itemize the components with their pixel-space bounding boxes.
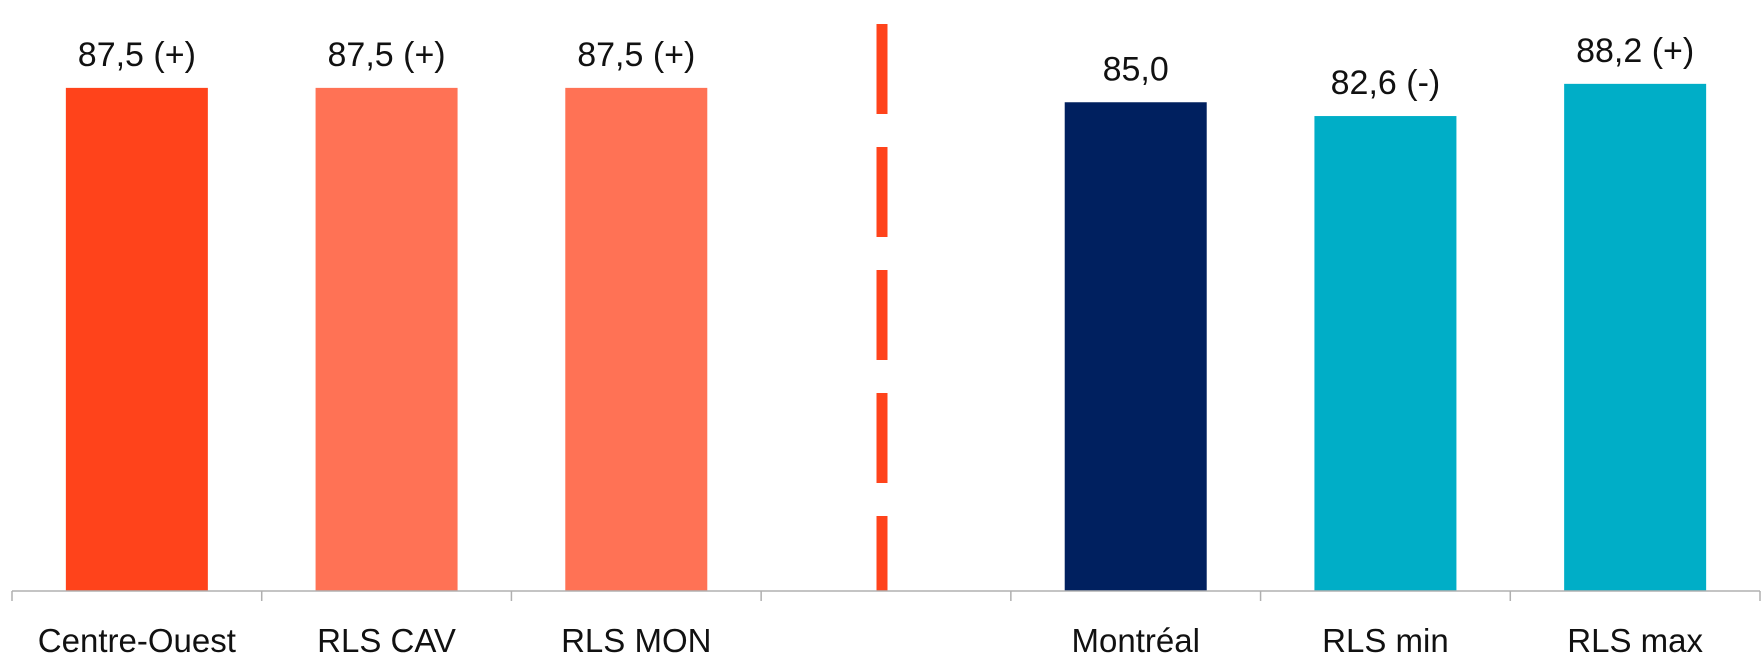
bar [1564,83,1707,591]
category-label: Montréal [1072,622,1200,655]
bars-layer [65,83,1707,592]
bar [1064,102,1207,591]
bar [65,87,208,591]
bar [565,87,708,591]
bar [315,87,458,591]
data-label: 82,6 (-) [1331,64,1441,102]
category-label: RLS max [1567,622,1703,655]
data-label: 87,5 (+) [78,36,196,74]
data-label: 85,0 [1103,50,1169,88]
category-label: Centre-Ouest [38,622,236,655]
category-label: RLS MON [561,622,711,655]
category-label: RLS min [1322,622,1449,655]
data-label: 87,5 (+) [577,36,695,74]
data-label: 87,5 (+) [328,36,446,74]
data-labels-layer: 87,5 (+) 87,5 (+) 87,5 (+) 85,0 82,6 (-) 88,2… [78,32,1694,102]
data-label: 88,2 (+) [1576,32,1694,70]
x-axis: Centre-Ouest RLS CAV RLS MON Montréal RLS mi… [11,590,1761,655]
category-label: RLS CAV [317,622,456,655]
bar [1314,116,1457,592]
